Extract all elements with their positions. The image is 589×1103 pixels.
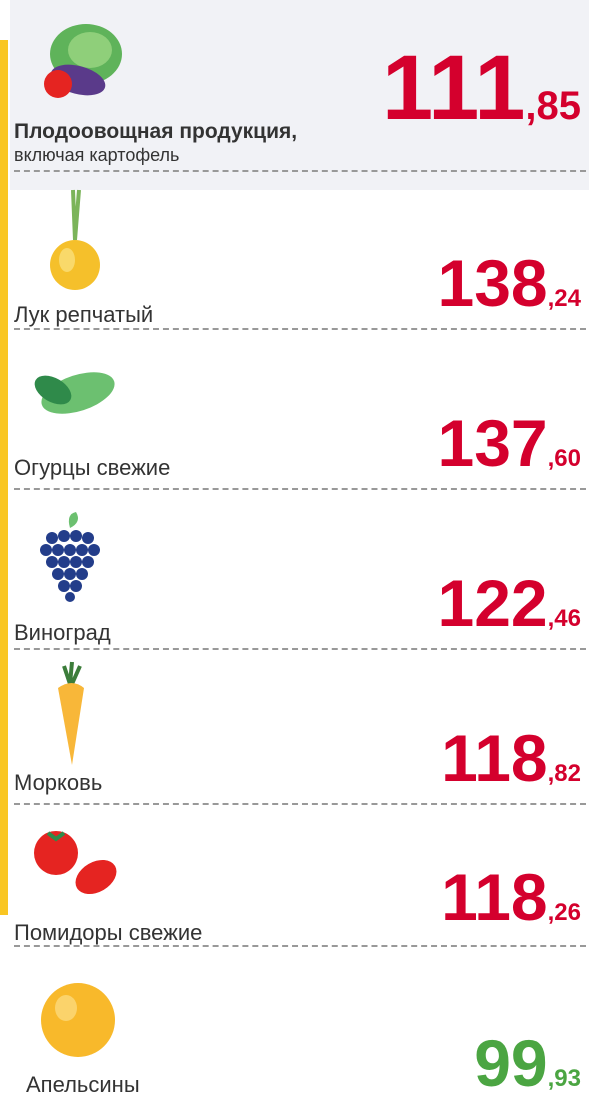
vegetables-icon bbox=[44, 24, 122, 98]
grape-icon bbox=[40, 512, 100, 602]
value-frac: ,85 bbox=[525, 84, 581, 128]
label: Плодоовощная продукция, bbox=[14, 120, 298, 143]
separator bbox=[14, 803, 586, 805]
value-int: 138 bbox=[437, 246, 548, 320]
value-int: 137 bbox=[437, 406, 548, 480]
separator bbox=[14, 648, 586, 650]
separator bbox=[14, 170, 586, 172]
value: 99,93 bbox=[474, 1030, 581, 1096]
sublabel: включая картофель bbox=[14, 145, 180, 165]
value-int: 118 bbox=[441, 721, 548, 795]
orange-icon bbox=[41, 983, 115, 1057]
value-int: 122 bbox=[437, 566, 548, 640]
value: 111,85 bbox=[382, 42, 581, 134]
value-frac: ,24 bbox=[547, 285, 581, 312]
value: 118,26 bbox=[441, 864, 581, 930]
carrot-icon bbox=[58, 661, 84, 765]
separator bbox=[14, 488, 586, 490]
label: Помидоры свежие bbox=[14, 920, 203, 945]
label: Лук репчатый bbox=[14, 302, 154, 327]
value-int: 118 bbox=[441, 860, 548, 934]
label: Апельсины bbox=[26, 1072, 140, 1097]
tomato-icon bbox=[34, 831, 117, 895]
value-int: 111 bbox=[382, 37, 526, 139]
label: Огурцы свежие bbox=[14, 455, 171, 480]
onion-icon bbox=[50, 189, 100, 290]
value-frac: ,60 bbox=[547, 445, 581, 472]
separator bbox=[14, 945, 586, 947]
value: 118,82 bbox=[441, 725, 581, 791]
label: Виноград bbox=[14, 620, 111, 645]
value: 122,46 bbox=[438, 570, 582, 636]
value-frac: ,93 bbox=[547, 1065, 581, 1092]
value: 138,24 bbox=[438, 250, 582, 316]
value-frac: ,82 bbox=[547, 760, 581, 787]
value-int: 99 bbox=[474, 1026, 548, 1100]
value-frac: ,46 bbox=[547, 605, 581, 632]
value: 137,60 bbox=[438, 410, 582, 476]
label: Морковь bbox=[14, 770, 103, 795]
separator bbox=[14, 328, 586, 330]
cucumber-icon bbox=[34, 372, 115, 414]
value-frac: ,26 bbox=[547, 899, 581, 926]
accent-bar bbox=[0, 40, 8, 915]
